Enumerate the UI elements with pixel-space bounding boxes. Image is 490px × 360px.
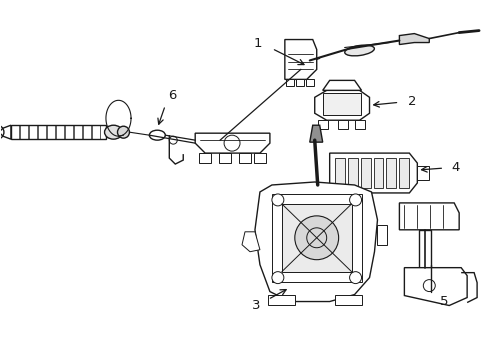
Text: 1: 1 xyxy=(254,37,262,50)
Polygon shape xyxy=(335,158,344,188)
Bar xyxy=(419,230,431,268)
Bar xyxy=(11,125,105,139)
Polygon shape xyxy=(361,158,370,188)
Polygon shape xyxy=(74,125,82,139)
Polygon shape xyxy=(20,125,28,139)
Text: 4: 4 xyxy=(451,161,459,174)
Polygon shape xyxy=(242,232,260,252)
Polygon shape xyxy=(285,40,317,80)
Polygon shape xyxy=(83,125,91,139)
Polygon shape xyxy=(254,153,266,163)
Polygon shape xyxy=(29,125,37,139)
Polygon shape xyxy=(56,125,64,139)
Circle shape xyxy=(349,194,362,206)
Polygon shape xyxy=(239,153,251,163)
Polygon shape xyxy=(399,158,409,188)
Polygon shape xyxy=(255,182,377,302)
Polygon shape xyxy=(323,80,362,90)
Polygon shape xyxy=(347,158,358,188)
Polygon shape xyxy=(377,225,388,245)
Polygon shape xyxy=(355,120,365,129)
Polygon shape xyxy=(47,125,55,139)
Polygon shape xyxy=(315,90,369,120)
Polygon shape xyxy=(296,80,304,86)
Polygon shape xyxy=(199,153,211,163)
Polygon shape xyxy=(310,125,323,142)
Polygon shape xyxy=(318,120,328,129)
Polygon shape xyxy=(11,125,19,139)
Circle shape xyxy=(272,272,284,284)
Circle shape xyxy=(295,216,339,260)
Polygon shape xyxy=(38,125,46,139)
Ellipse shape xyxy=(118,126,129,138)
Polygon shape xyxy=(65,125,73,139)
Bar xyxy=(282,204,352,272)
Polygon shape xyxy=(330,153,417,193)
Polygon shape xyxy=(399,33,429,45)
Circle shape xyxy=(349,272,362,284)
Polygon shape xyxy=(387,158,396,188)
Polygon shape xyxy=(338,120,347,129)
Ellipse shape xyxy=(149,130,165,140)
Polygon shape xyxy=(92,125,99,139)
Polygon shape xyxy=(399,203,459,230)
Ellipse shape xyxy=(345,45,374,56)
Polygon shape xyxy=(373,158,384,188)
Text: 6: 6 xyxy=(168,89,176,102)
Text: 3: 3 xyxy=(252,299,260,312)
Polygon shape xyxy=(219,153,231,163)
Circle shape xyxy=(272,194,284,206)
Text: 5: 5 xyxy=(440,295,448,308)
Polygon shape xyxy=(417,166,429,180)
Bar xyxy=(272,194,362,282)
Polygon shape xyxy=(306,80,314,86)
Ellipse shape xyxy=(104,125,122,139)
Polygon shape xyxy=(286,80,294,86)
Polygon shape xyxy=(335,294,362,305)
Text: 2: 2 xyxy=(408,95,416,108)
Polygon shape xyxy=(268,294,295,305)
Bar xyxy=(323,93,361,115)
Polygon shape xyxy=(0,125,11,139)
Polygon shape xyxy=(195,133,270,153)
Polygon shape xyxy=(404,268,467,306)
